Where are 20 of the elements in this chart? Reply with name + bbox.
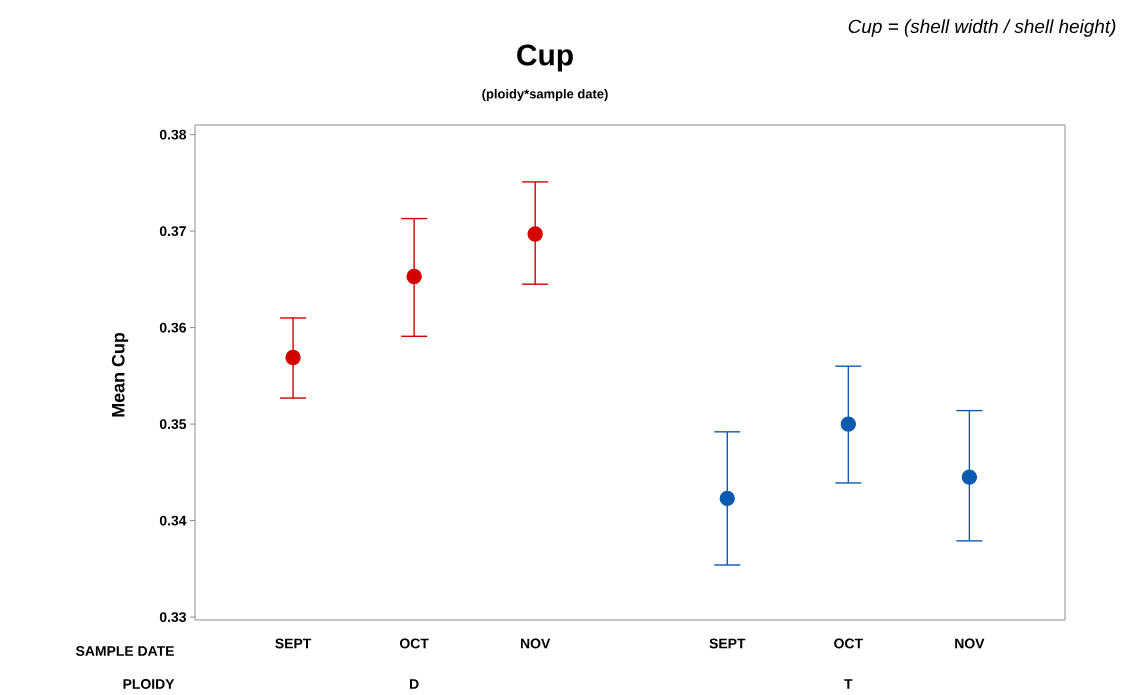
x-tick-label: OCT (834, 638, 863, 649)
text: PLOIDY (123, 679, 175, 689)
x-tick-label: SEPT (709, 638, 746, 649)
x-tick-label: NOV (955, 638, 985, 649)
chart-subtitle: (ploidy*sample date) (482, 88, 608, 102)
y-tick-label: 0.37 (159, 226, 186, 237)
text: T (844, 679, 853, 689)
y-tick-label: 0.34 (159, 515, 187, 526)
text: D (410, 679, 419, 689)
x-tick-label: SEPT (275, 638, 312, 649)
x-tick-label: OCT (399, 638, 429, 649)
y-tick-label: 0.38 (159, 129, 187, 140)
y-tick-label: 0.33 (159, 612, 186, 623)
y-tick-label: 0.35 (159, 419, 187, 430)
text: Cup = (shell width / shell height) (848, 19, 1116, 37)
x-tick-label: NOV (520, 638, 551, 649)
y-axis-title: Mean Cup (111, 332, 129, 417)
chart-title: Cup (517, 44, 573, 72)
y-tick-label: 0.36 (159, 322, 186, 333)
text: SAMPLE DATE (75, 646, 174, 656)
